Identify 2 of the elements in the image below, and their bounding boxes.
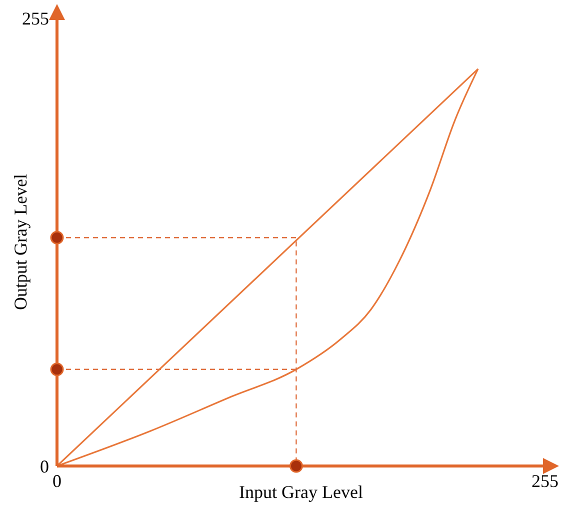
x-axis-title: Input Gray Level bbox=[239, 482, 363, 502]
y-axis-title: Output Gray Level bbox=[10, 174, 30, 310]
